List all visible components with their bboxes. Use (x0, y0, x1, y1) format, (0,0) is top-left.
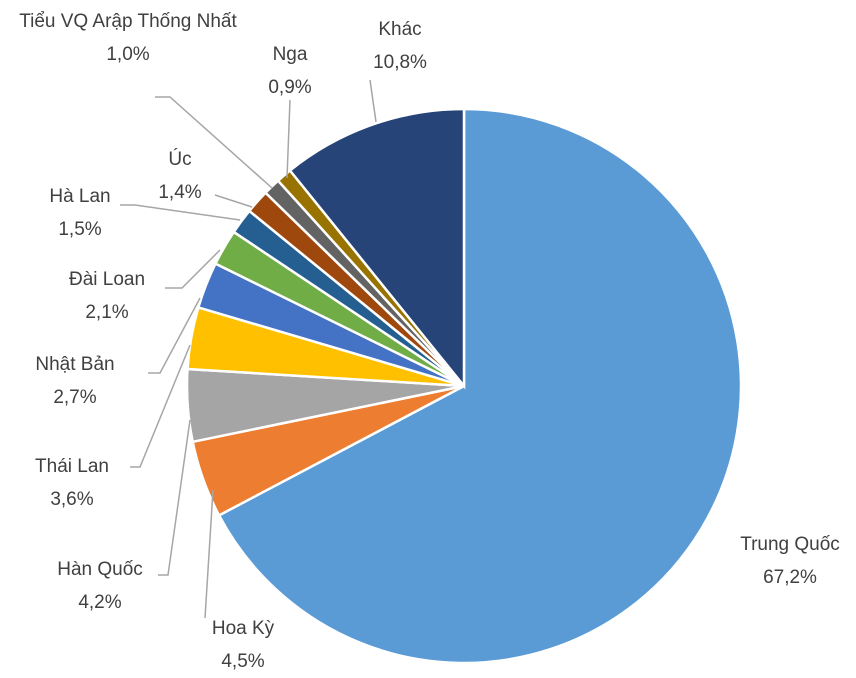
category-label: Nhật Bản (35, 354, 115, 375)
leader-line (148, 297, 201, 374)
leader-line (214, 194, 253, 208)
data-label: Thái Lan 3,6% (35, 450, 109, 516)
value-label: 0,9% (268, 77, 312, 98)
category-label: Hàn Quốc (57, 559, 143, 580)
value-label: 4,5% (221, 651, 265, 672)
category-label: Tiểu VQ Arập Thống Nhất (19, 11, 237, 32)
value-label: 1,0% (106, 44, 150, 65)
value-label: 1,4% (158, 182, 202, 203)
leader-line (204, 489, 214, 619)
category-label: Hoa Kỳ (211, 618, 275, 639)
data-label: Khác 10,8% (373, 13, 427, 79)
leader-line (130, 344, 191, 468)
pie-slice (217, 107, 743, 665)
pie-slice (288, 107, 466, 390)
value-label: 3,6% (50, 489, 94, 510)
data-label: Tiểu VQ Arập Thống Nhất 1,0% (13, 5, 243, 71)
leader-line (155, 96, 273, 189)
category-label: Hà Lan (49, 186, 111, 207)
value-label: 4,2% (78, 592, 122, 613)
value-label: 67,2% (763, 567, 817, 588)
value-label: 1,5% (58, 219, 102, 240)
leader-line (369, 79, 377, 123)
leader-line (158, 419, 191, 576)
data-label: Hà Lan 1,5% (49, 180, 110, 246)
value-label: 2,1% (85, 302, 129, 323)
category-label: Nga (272, 44, 308, 65)
leader-line (165, 249, 221, 289)
data-label: Úc 1,4% (158, 143, 201, 209)
category-label: Đài Loan (68, 269, 146, 290)
data-label: Trung Quốc 67,2% (740, 528, 840, 594)
data-label: Nhật Bản 2,7% (35, 348, 114, 414)
value-label: 2,7% (53, 387, 97, 408)
leader-line (120, 204, 241, 221)
category-label: Thái Lan (35, 456, 109, 477)
leader-line (286, 99, 291, 179)
data-label: Hàn Quốc 4,2% (57, 553, 143, 619)
category-label: Úc (168, 149, 192, 170)
category-label: Khác (378, 19, 422, 40)
category-label: Trung Quốc (740, 534, 840, 555)
data-label: Nga 0,9% (268, 38, 311, 104)
data-label: Đài Loan 2,1% (69, 263, 145, 329)
value-label: 10,8% (373, 52, 427, 73)
data-label: Hoa Kỳ 4,5% (212, 612, 274, 678)
